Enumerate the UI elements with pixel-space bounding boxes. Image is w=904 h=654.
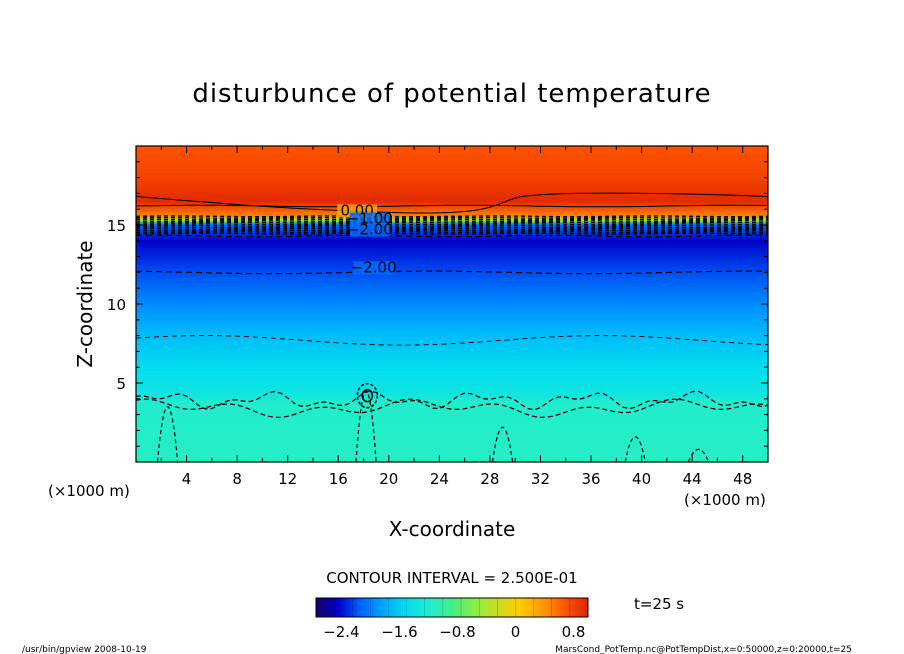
contour-bubble [361,388,374,403]
contour-positive [136,204,768,208]
contour-negative [136,226,768,229]
contour-label: −1.00 [347,209,393,227]
y-tick-label: 15 [107,217,126,235]
x-tick-label: 48 [733,470,752,488]
footer-right: MarsCond_PotTemp.nc@PotTempDist,x=0:5000… [555,645,852,654]
contour-negative [136,224,768,227]
x-tick-label: 40 [632,470,651,488]
colorbar-tick-label: −0.8 [439,623,475,641]
x-tick-label: 4 [182,470,192,488]
contour-plume [624,436,646,462]
contour-plume [491,426,514,462]
x-axis-ticks: 4 8 12 16 20 24 28 32 36 40 44 48 [160,146,752,488]
contour-label-bg [349,212,390,226]
contour-negative [136,227,768,230]
contour-negative [136,215,768,218]
y-tick-label: 5 [116,375,126,393]
colorbar-tick-label: −1.6 [381,623,417,641]
x-unit-right: (×1000 m) [684,491,766,509]
x-tick-label: 16 [329,470,348,488]
contour-plume [687,448,710,462]
chart-title: disturbunce of potential temperature [192,79,711,109]
colorbar-tick-label: 0.8 [562,623,586,641]
colorbar-gradient-rect [316,598,588,617]
contour-negative [136,218,768,221]
footer-left: /usr/bin/gpview 2008-10-19 [22,645,147,654]
x-tick-label: 12 [278,470,297,488]
contour-plume [156,406,179,462]
y-axis-label: Z-coordinate [73,240,97,367]
contour-negative [136,220,768,223]
contour-negative [136,234,768,238]
x-unit-left: (×1000 m) [48,482,130,500]
contour-negative [136,232,768,235]
x-axis-label: X-coordinate [389,517,516,541]
contour-negative [136,231,768,234]
contour-interval-label: CONTOUR INTERVAL = 2.500E-01 [326,569,577,587]
contour-negative [136,223,768,226]
colorbar: −2.4 −1.6 −0.8 0 0.8 [315,597,589,641]
time-label: t=25 s [634,595,684,613]
plot-area: 0.00−1.00−2.00−2.00 4 8 12 16 20 24 28 32 36 40 44… [107,145,769,488]
y-axis-ticks: 5 10 15 [107,161,768,447]
colorbar-tick-label: −2.4 [323,623,359,641]
x-tick-label: 24 [430,470,449,488]
x-tick-label: 8 [232,470,242,488]
contour-negative [136,221,768,224]
colorbar-tick-label: 0 [511,623,521,641]
contour-negative [136,335,768,346]
x-tick-label: 32 [531,470,550,488]
contour-negative [136,270,768,275]
contour-negative [136,229,768,232]
x-tick-label: 20 [379,470,398,488]
contour-labels: 0.00−1.00−2.00−2.00 [337,202,397,276]
contour-negative [136,398,768,419]
contour-negative [136,390,768,411]
x-tick-label: 36 [581,470,600,488]
contour-positive [136,192,768,214]
colorbar-frame [315,597,589,618]
contour-negative [136,216,768,219]
x-tick-label: 44 [683,470,702,488]
colorbar-ticks: −2.4 −1.6 −0.8 0 0.8 [323,623,585,641]
x-tick-label: 28 [480,470,499,488]
contour-label: −2.00 [347,220,393,238]
contour-lines [136,192,768,462]
y-tick-label: 10 [107,296,126,314]
heatmap-field [136,146,768,462]
contour-label-bg [349,223,390,237]
contour-label: −2.00 [351,258,397,276]
contour-label-bg [353,261,394,275]
contour-plume [355,390,377,462]
contour-bubble [356,382,379,409]
